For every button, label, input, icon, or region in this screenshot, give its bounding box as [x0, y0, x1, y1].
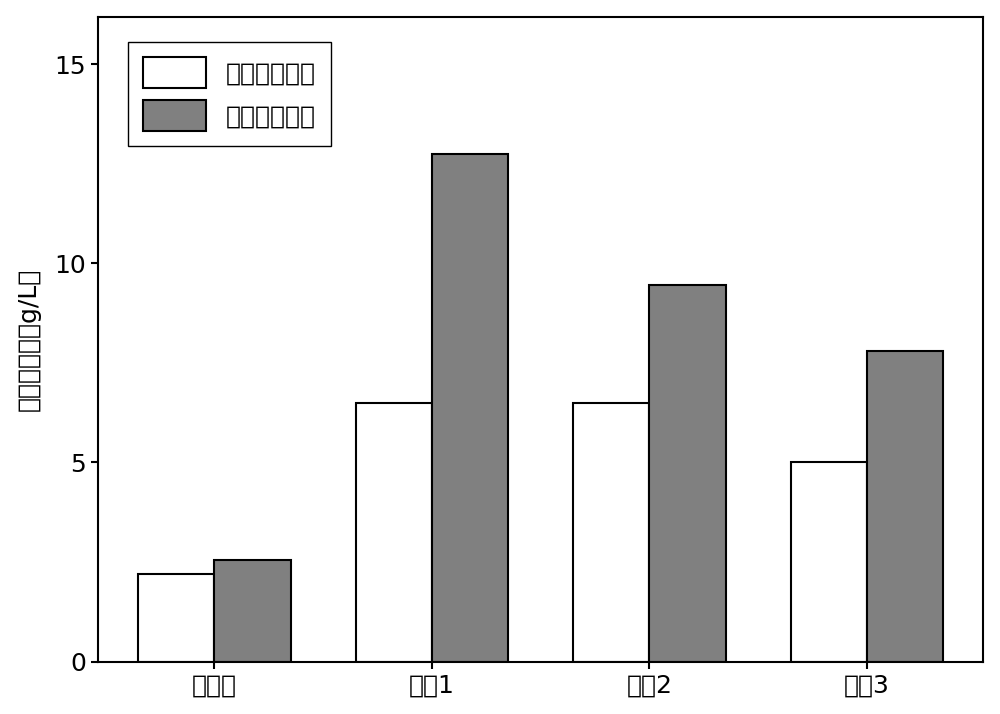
- Bar: [867, 351, 943, 662]
- Bar: [138, 574, 214, 662]
- Legend: 单独化学处理, 细菌强化处理: 单独化学处理, 细菌强化处理: [128, 42, 331, 146]
- Bar: [214, 560, 291, 662]
- Bar: [573, 403, 649, 662]
- Bar: [791, 463, 867, 662]
- Bar: [356, 403, 432, 662]
- Bar: [432, 154, 508, 662]
- Bar: [649, 286, 726, 662]
- Y-axis label: 还原糖产量（g/L）: 还原糖产量（g/L）: [17, 268, 41, 411]
